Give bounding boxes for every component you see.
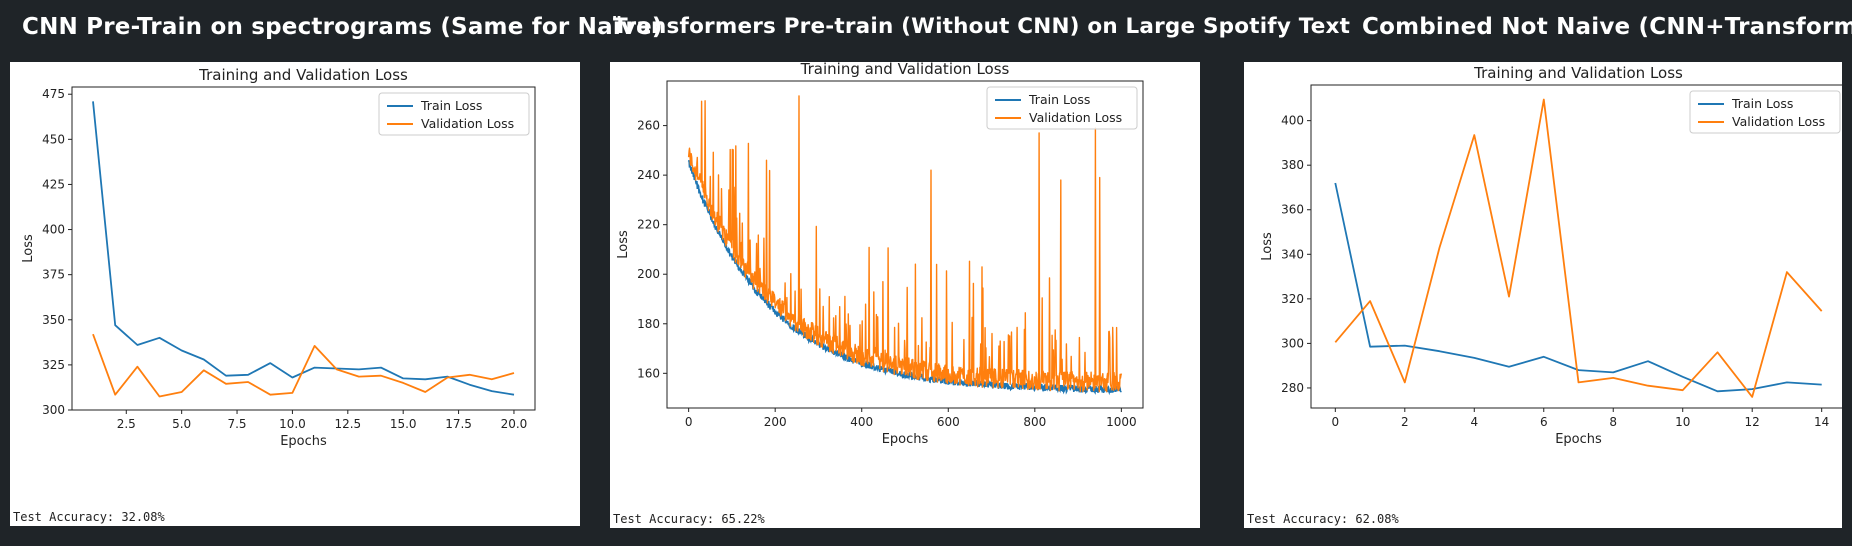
y-tick-label: 475 bbox=[42, 87, 65, 101]
y-tick-label: 425 bbox=[42, 177, 65, 191]
x-tick-label: 8 bbox=[1609, 415, 1617, 429]
legend-train-label: Train Loss bbox=[1731, 96, 1793, 111]
chart-2-panel: Training and Validation Loss 0 200 400 600 80… bbox=[610, 62, 1200, 528]
y-tick-label: 350 bbox=[42, 313, 65, 327]
x-tick-label: 14 bbox=[1814, 415, 1829, 429]
y-axis-label: Loss bbox=[21, 234, 36, 263]
series-group bbox=[92, 101, 515, 398]
y-axis-label: Loss bbox=[616, 230, 631, 259]
x-tick-label: 0 bbox=[685, 415, 693, 429]
train-loss-line bbox=[92, 101, 515, 396]
chart-1-svg: Training and Validation Loss 2.5 5.0 7.5 10.… bbox=[21, 66, 536, 449]
x-tick-label: 2.5 bbox=[117, 417, 136, 431]
series-group bbox=[1334, 98, 1823, 398]
y-tick-label: 220 bbox=[637, 218, 660, 232]
legend-box bbox=[986, 86, 1138, 130]
legend-box bbox=[1689, 90, 1841, 134]
legend-box bbox=[378, 92, 530, 136]
x-tick-label: 5.0 bbox=[172, 417, 191, 431]
chart-2-test-accuracy: Test Accuracy: 65.22% bbox=[613, 512, 765, 526]
y-tick-label: 300 bbox=[42, 403, 65, 417]
legend-validation-label: Validation Loss bbox=[421, 116, 514, 131]
chart-3-svg: Training and Validation Loss 0 2 4 6 8 10 12 14 2… bbox=[1260, 64, 1842, 447]
chart-title: Training and Validation Loss bbox=[198, 66, 408, 84]
x-tick-label: 15.0 bbox=[390, 417, 417, 431]
chart-title: Training and Validation Loss bbox=[1473, 64, 1683, 82]
plot-frame bbox=[71, 86, 536, 411]
y-tick-label: 325 bbox=[42, 358, 65, 372]
chart-1-heading: CNN Pre-Train on spectrograms (Same for … bbox=[22, 14, 663, 40]
x-tick-label: 17.5 bbox=[445, 417, 472, 431]
y-tick-label: 300 bbox=[1281, 336, 1304, 350]
series-group bbox=[687, 95, 1123, 396]
y-tick-label: 400 bbox=[1281, 114, 1304, 128]
x-axis-label: Epochs bbox=[882, 432, 929, 447]
x-tick-label: 1000 bbox=[1106, 415, 1137, 429]
y-tick-label: 200 bbox=[637, 267, 660, 281]
y-tick-label: 160 bbox=[637, 366, 660, 380]
x-tick-label: 2 bbox=[1401, 415, 1409, 429]
x-tick-label: 0 bbox=[1331, 415, 1339, 429]
y-tick-label: 320 bbox=[1281, 292, 1304, 306]
y-tick-label: 340 bbox=[1281, 247, 1304, 261]
x-tick-label: 10.0 bbox=[279, 417, 306, 431]
validation-loss-line bbox=[92, 333, 515, 398]
x-tick-label: 200 bbox=[764, 415, 787, 429]
x-axis-label: Epochs bbox=[1555, 432, 1602, 447]
chart-2-svg: Training and Validation Loss 0 200 400 600 80… bbox=[616, 62, 1144, 447]
x-tick-label: 10 bbox=[1675, 415, 1690, 429]
x-tick-label: 600 bbox=[937, 415, 960, 429]
validation-loss-line bbox=[1334, 98, 1823, 398]
y-tick-label: 240 bbox=[637, 168, 660, 182]
x-tick-label: 800 bbox=[1023, 415, 1046, 429]
x-tick-label: 400 bbox=[850, 415, 873, 429]
legend-validation-label: Validation Loss bbox=[1029, 110, 1122, 125]
y-tick-label: 375 bbox=[42, 268, 65, 282]
y-tick-label: 380 bbox=[1281, 158, 1304, 172]
y-tick-label: 360 bbox=[1281, 203, 1304, 217]
y-tick-label: 400 bbox=[42, 223, 65, 237]
y-axis-label: Loss bbox=[1260, 232, 1275, 261]
chart-3-test-accuracy: Test Accuracy: 62.08% bbox=[1247, 512, 1399, 526]
chart-title: Training and Validation Loss bbox=[800, 62, 1010, 78]
chart-1-panel: Training and Validation Loss 2.5 5.0 7.5 10.… bbox=[10, 62, 580, 526]
y-tick-label: 450 bbox=[42, 132, 65, 146]
plot-frame bbox=[666, 80, 1144, 409]
plot-frame bbox=[1310, 84, 1842, 409]
x-tick-label: 7.5 bbox=[227, 417, 246, 431]
y-tick-label: 180 bbox=[637, 317, 660, 331]
y-tick-label: 280 bbox=[1281, 381, 1304, 395]
train-loss-line bbox=[1334, 182, 1822, 393]
chart-1-test-accuracy: Test Accuracy: 32.08% bbox=[13, 510, 165, 524]
x-axis-label: Epochs bbox=[280, 434, 327, 449]
validation-loss-line bbox=[687, 95, 1123, 393]
chart-2-heading: Transformers Pre-train (Without CNN) on … bbox=[613, 14, 1351, 39]
legend-train-label: Train Loss bbox=[420, 98, 482, 113]
x-tick-label: 20.0 bbox=[501, 417, 528, 431]
x-tick-label: 6 bbox=[1540, 415, 1548, 429]
legend-train-label: Train Loss bbox=[1028, 92, 1090, 107]
x-tick-label: 12 bbox=[1745, 415, 1760, 429]
legend-validation-label: Validation Loss bbox=[1732, 114, 1825, 129]
chart-3-panel: Training and Validation Loss 0 2 4 6 8 10 12 14 2… bbox=[1244, 62, 1842, 528]
x-tick-label: 12.5 bbox=[334, 417, 361, 431]
x-tick-label: 4 bbox=[1470, 415, 1478, 429]
y-tick-label: 260 bbox=[637, 119, 660, 133]
chart-3-heading: Combined Not Naive (CNN+Transformers) bbox=[1362, 14, 1852, 40]
